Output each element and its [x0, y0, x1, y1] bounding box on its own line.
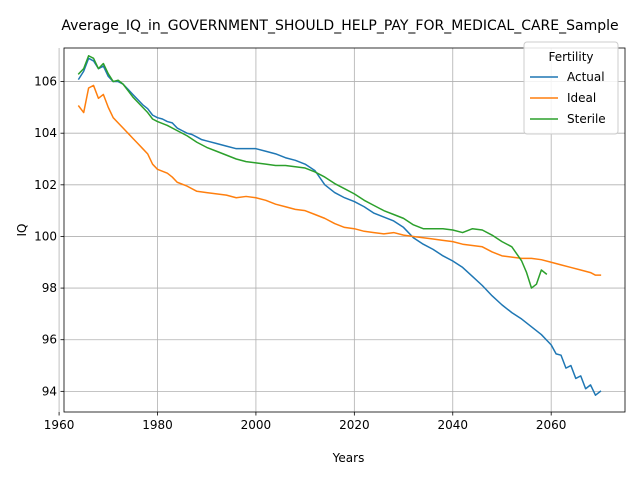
axis-ticks: 1960 1980 2000 2020 2040 2060 94 96 98 100 102 104 1… [34, 75, 566, 432]
y-axis-label: IQ [15, 224, 29, 237]
legend-label-sterile: Sterile [567, 112, 606, 126]
x-tick-label: 1980 [142, 418, 173, 432]
series-line-sterile [77, 54, 548, 289]
y-tick-label: 104 [34, 126, 57, 140]
y-tick-label: 102 [34, 178, 57, 192]
x-tick-label: 1960 [44, 418, 75, 432]
legend-label-ideal: Ideal [567, 91, 596, 105]
series-line-ideal [77, 84, 602, 276]
legend-box [523, 41, 619, 135]
series-line-actual [77, 57, 602, 396]
x-tick-label: 2060 [536, 418, 567, 432]
x-axis-label: Years [332, 451, 365, 465]
x-tick-label: 2020 [339, 418, 370, 432]
y-tick-label: 96 [42, 333, 57, 347]
y-tick-label: 100 [34, 229, 57, 243]
legend-label-actual: Actual [567, 70, 605, 84]
y-tick-label: 98 [42, 281, 57, 295]
legend: Fertility Actual Ideal Sterile [523, 41, 619, 135]
legend-title: Fertility [548, 50, 593, 64]
chart-title: Average_IQ_in_GOVERNMENT_SHOULD_HELP_PAY… [61, 18, 618, 34]
x-tick-label: 2000 [241, 418, 272, 432]
series-lines [77, 54, 602, 396]
x-tick-label: 2040 [437, 418, 468, 432]
plot-frame [63, 47, 626, 413]
y-tick-label: 94 [42, 384, 57, 398]
y-tick-label: 106 [34, 75, 57, 89]
